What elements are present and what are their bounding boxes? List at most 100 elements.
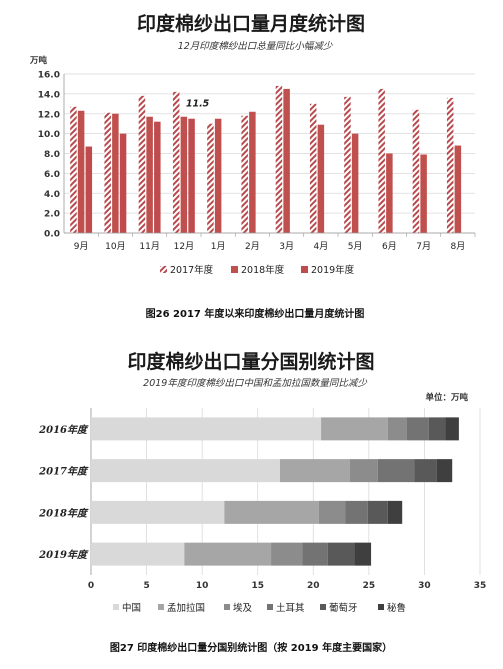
chart1-bar-2018年度-7月 bbox=[420, 154, 427, 233]
chart1-bar-2017年度-5月 bbox=[344, 96, 351, 233]
chart2-title: 印度棉纱出口量分国别统计图 bbox=[127, 350, 374, 373]
chart2-bar-土耳其-2017年度 bbox=[377, 459, 415, 483]
chart1-bar-2017年度-1月 bbox=[207, 123, 214, 233]
chart1-y-tick-label: 8.0 bbox=[44, 150, 60, 160]
chart2-bar-中国-2016年度 bbox=[91, 417, 322, 441]
chart1-legend-label: 2017年度 bbox=[170, 264, 214, 276]
chart1-legend-label: 2018年度 bbox=[241, 264, 285, 276]
chart1-x-tick-label: 1月 bbox=[211, 241, 226, 252]
chart2-x-tick-label: 35 bbox=[474, 581, 487, 591]
chart1-y-tick-label: 6.0 bbox=[44, 170, 60, 180]
chart1-x-axis: 9月 10月 11月 12月 1月 2月 3月 4月 5月 6月 7月 8月 bbox=[64, 232, 476, 252]
chart1-bar-2018年度-2月 bbox=[249, 111, 256, 233]
chart1-x-tick-label: 7月 bbox=[416, 241, 431, 252]
chart2-legend-swatch bbox=[320, 604, 326, 610]
chart1-bar-2018年度-5月 bbox=[351, 133, 359, 233]
chart2-legend-label: 孟加拉国 bbox=[167, 602, 205, 614]
chart1-bar-2017年度-4月 bbox=[309, 103, 317, 233]
chart1-bar-2019年度-11月 bbox=[154, 121, 161, 233]
chart1-legend-swatch bbox=[301, 266, 308, 273]
chart2-bar-土耳其-2019年度 bbox=[302, 542, 328, 566]
chart1-annotation: 11.5 bbox=[186, 99, 210, 110]
chart2-bar-秘鲁-2019年度 bbox=[354, 542, 372, 566]
chart1-legend-label: 2019年度 bbox=[311, 264, 355, 276]
chart2-legend-swatch bbox=[224, 604, 230, 610]
chart1-bar-2017年度-2月 bbox=[241, 115, 248, 233]
chart1-bar-2017年度-9月 bbox=[70, 106, 77, 233]
chart1-legend-swatch bbox=[160, 266, 167, 273]
chart2-y-category-label: 2016年度 bbox=[38, 424, 89, 436]
chart1-x-tick-label: 5月 bbox=[348, 241, 363, 252]
chart1-bar-2017年度-11月 bbox=[138, 95, 146, 233]
chart1-bar-2018年度-4月 bbox=[317, 124, 325, 233]
chart1-bar-2017年度-10月 bbox=[104, 112, 111, 233]
chart2-x-tick-label: 20 bbox=[307, 581, 320, 591]
chart2-bar-土耳其-2016年度 bbox=[406, 417, 429, 441]
chart1-bar-2018年度-6月 bbox=[386, 153, 393, 233]
chart1-x-tick-label: 2月 bbox=[245, 241, 260, 252]
chart2-bar-秘鲁-2018年度 bbox=[387, 500, 403, 524]
chart2-x-tick-label: 30 bbox=[418, 581, 431, 591]
chart2-x-tick-label: 10 bbox=[196, 581, 209, 591]
chart2-legend-label: 土耳其 bbox=[276, 602, 305, 614]
chart1-bar-2017年度-12月 bbox=[172, 91, 180, 233]
chart2-y-category-label: 2018年度 bbox=[38, 507, 89, 519]
chart2-caption: 图27 印度棉纱出口量分国别统计图（按 2019 年度主要国家） bbox=[110, 641, 392, 654]
chart2-bar-埃及-2018年度 bbox=[318, 500, 346, 524]
chart2-unit: 单位：万吨 bbox=[425, 392, 468, 403]
chart2-bar-孟加拉国-2016年度 bbox=[321, 417, 388, 441]
chart2-bar-中国-2018年度 bbox=[91, 500, 225, 524]
chart2-bar-秘鲁-2016年度 bbox=[445, 417, 459, 441]
chart1-y-tick-label: 16.0 bbox=[38, 71, 60, 81]
chart2-legend-label: 中国 bbox=[122, 602, 141, 614]
chart2-bars bbox=[91, 417, 459, 566]
chart1-bar-2018年度-10月 bbox=[112, 113, 119, 233]
chart1-y-tick-label: 14.0 bbox=[38, 90, 60, 100]
chart1-title: 印度棉纱出口量月度统计图 bbox=[137, 12, 365, 35]
chart1-unit: 万吨 bbox=[29, 55, 48, 66]
chart2-y-axis: 2016年度 2017年度 2018年度 2019年度 bbox=[38, 424, 89, 561]
chart2-bar-葡萄牙-2016年度 bbox=[428, 417, 446, 441]
chart1-y-tick-label: 4.0 bbox=[44, 190, 60, 200]
chart2-legend: 中国 孟加拉国 埃及 土耳其 葡萄牙 秘鲁 bbox=[113, 602, 406, 614]
chart1-x-tick-label: 4月 bbox=[314, 241, 329, 252]
chart1-x-tick-label: 12月 bbox=[174, 241, 194, 252]
chart1-x-tick-label: 9月 bbox=[74, 241, 89, 252]
chart2-bar-孟加拉国-2017年度 bbox=[279, 459, 350, 483]
chart1-bar-2018年度-11月 bbox=[146, 116, 153, 233]
chart1-bar-2018年度-1月 bbox=[214, 118, 222, 233]
chart1-x-tick-label: 8月 bbox=[451, 241, 466, 252]
chart2-y-category-label: 2017年度 bbox=[38, 466, 89, 478]
chart2-bar-埃及-2019年度 bbox=[271, 542, 303, 566]
chart1-bar-2018年度-8月 bbox=[454, 145, 462, 233]
chart2-legend-label: 秘鲁 bbox=[387, 602, 406, 614]
chart1-bar-2018年度-3月 bbox=[283, 88, 290, 233]
chart2-bar-埃及-2017年度 bbox=[349, 459, 378, 483]
chart1-bars bbox=[70, 85, 462, 233]
chart2-x-tick-label: 5 bbox=[143, 581, 149, 591]
chart1-y-tick-label: 2.0 bbox=[44, 210, 60, 220]
chart2-legend-swatch bbox=[378, 604, 384, 610]
chart1-x-tick-label: 6月 bbox=[382, 241, 397, 252]
chart2-bar-埃及-2016年度 bbox=[387, 417, 407, 441]
chart2-y-category-label: 2019年度 bbox=[38, 549, 89, 561]
chart1-bar-2017年度-7月 bbox=[412, 109, 420, 233]
chart1-legend-swatch bbox=[231, 266, 238, 273]
chart2-bar-葡萄牙-2019年度 bbox=[327, 542, 355, 566]
chart1-bar-2018年度-9月 bbox=[77, 110, 85, 233]
chart2-bar-土耳其-2018年度 bbox=[345, 500, 368, 524]
chart1-bar-2019年度-9月 bbox=[85, 146, 93, 233]
chart2-bar-孟加拉国-2018年度 bbox=[224, 500, 319, 524]
chart1-bar-2017年度-6月 bbox=[378, 88, 385, 233]
chart1-subtitle: 12月印度棉纱出口总量同比小幅减少 bbox=[178, 40, 333, 52]
chart1-y-tick-label: 0.0 bbox=[44, 230, 60, 240]
chart2-bar-中国-2019年度 bbox=[91, 542, 185, 566]
chart2-x-tick-label: 0 bbox=[88, 581, 94, 591]
chart1-gridlines bbox=[63, 73, 475, 234]
chart1-bar-2019年度-10月 bbox=[119, 133, 127, 233]
chart2-bar-葡萄牙-2017年度 bbox=[414, 459, 437, 483]
chart2-x-tick-label: 25 bbox=[363, 581, 376, 591]
chart2-legend-swatch bbox=[267, 604, 273, 610]
chart2-legend-label: 埃及 bbox=[233, 602, 253, 614]
